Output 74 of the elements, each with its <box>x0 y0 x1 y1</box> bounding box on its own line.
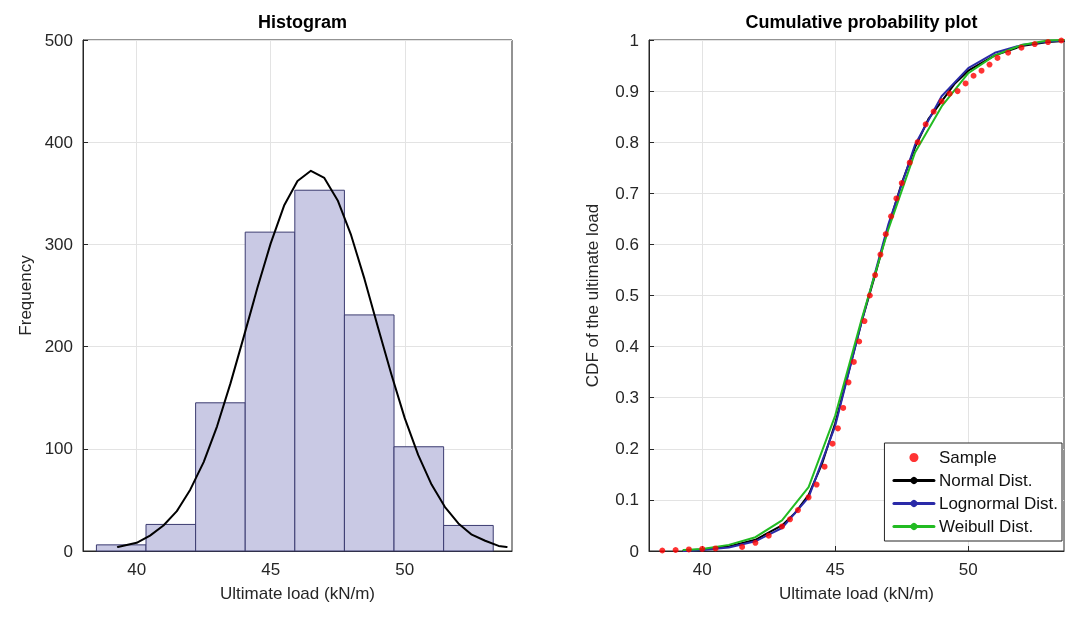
legend-label: Lognormal Dist. <box>938 494 1059 513</box>
y-axis-title: Frequency <box>15 254 35 336</box>
y-tick-label: 400 <box>44 132 73 152</box>
point <box>888 213 895 220</box>
y-tick-label: 0.6 <box>615 234 639 254</box>
y-tick-label: 1 <box>629 30 639 50</box>
point <box>930 108 937 115</box>
y-tick-label: 0.8 <box>615 132 639 152</box>
legend-label: Normal Dist. <box>938 471 1033 490</box>
point <box>813 481 820 488</box>
point <box>739 543 746 550</box>
chart-title: Cumulative probability plot <box>745 12 978 32</box>
point <box>712 545 719 552</box>
point <box>787 516 793 523</box>
point <box>893 195 900 202</box>
y-tick-label: 300 <box>44 234 73 254</box>
y-tick-label: 100 <box>44 439 73 459</box>
point <box>850 358 857 365</box>
point <box>765 532 772 539</box>
point <box>1031 41 1038 48</box>
y-tick-label: 0.7 <box>615 183 639 203</box>
point <box>962 80 969 87</box>
point <box>914 139 921 146</box>
y-tick-label: 0.2 <box>615 439 639 459</box>
y-tick-label: 0.3 <box>615 388 639 408</box>
y-tick-label: 0.4 <box>615 337 639 357</box>
point <box>1058 37 1065 44</box>
point <box>779 523 786 530</box>
point <box>994 54 1001 61</box>
point <box>986 61 993 68</box>
point <box>672 546 679 553</box>
x-tick-label: 40 <box>692 560 712 579</box>
point <box>906 159 913 166</box>
point <box>872 272 879 279</box>
y-tick-label: 200 <box>44 337 73 357</box>
point <box>866 292 873 299</box>
line-series <box>116 169 508 548</box>
point <box>882 231 889 238</box>
x-axis-title: Ultimate load (kN/m) <box>220 584 375 603</box>
point <box>834 425 841 432</box>
y-tick-label: 0 <box>63 541 73 561</box>
y-tick-label: 0 <box>629 541 639 561</box>
y-tick-label: 500 <box>44 30 73 50</box>
x-tick-label: 40 <box>127 560 147 579</box>
legend-label: Sample <box>938 448 997 467</box>
point <box>805 494 812 501</box>
point <box>856 338 863 345</box>
point <box>1045 39 1052 46</box>
point <box>970 72 977 79</box>
x-tick-label: 50 <box>958 560 978 579</box>
point <box>752 539 759 546</box>
point <box>1018 44 1025 51</box>
chart-title: Histogram <box>257 12 348 32</box>
point <box>821 463 828 470</box>
point <box>938 98 945 105</box>
point <box>685 546 692 553</box>
point <box>1005 49 1012 56</box>
point <box>922 121 929 128</box>
legend-label: Weibull Dist. <box>938 517 1034 536</box>
x-axis-title: Ultimate load (kN/m) <box>779 584 934 603</box>
y-axis-title: CDF of the ultimate load <box>583 203 602 388</box>
x-tick-label: 50 <box>395 560 415 579</box>
point <box>794 507 801 514</box>
x-tick-label: 45 <box>261 560 281 579</box>
y-tick-label: 0.9 <box>615 81 639 101</box>
y-tick-label: 0.1 <box>615 490 639 510</box>
point <box>946 90 953 97</box>
point <box>877 251 884 258</box>
point <box>840 404 847 411</box>
y-tick-label: 0.5 <box>615 286 639 305</box>
x-tick-label: 45 <box>825 560 845 579</box>
point <box>861 318 868 325</box>
point <box>954 88 961 95</box>
point <box>898 180 905 187</box>
